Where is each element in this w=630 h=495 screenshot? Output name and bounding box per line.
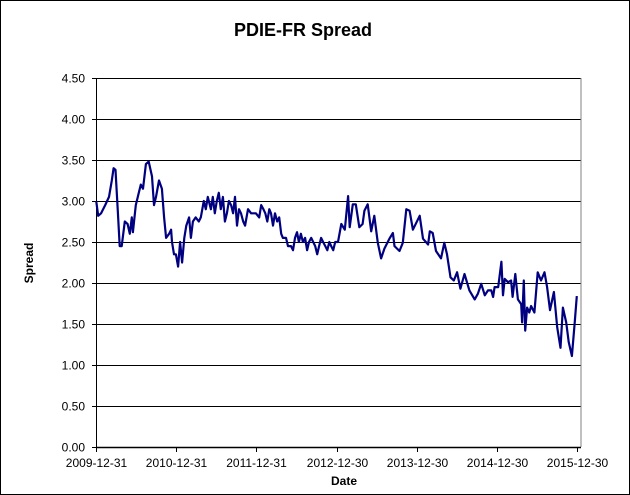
chart-title: PDIE-FR Spread xyxy=(234,20,372,40)
series-line xyxy=(95,160,578,358)
y-tick-label: 4.50 xyxy=(62,72,86,86)
x-tick-label: 2011-12-31 xyxy=(226,456,287,470)
y-axis-label: Spread xyxy=(22,243,36,284)
y-tick-label: 2.50 xyxy=(62,236,86,250)
x-tick-label: 2015-12-30 xyxy=(547,456,609,470)
x-tick-label: 2012-12-30 xyxy=(307,456,369,470)
y-tick-label: 1.00 xyxy=(62,359,86,373)
x-axis-label: Date xyxy=(331,474,357,488)
axes xyxy=(92,78,582,452)
y-tick-label: 0.50 xyxy=(62,400,86,414)
tick-labels: 0.00 0.50 1.00 1.50 2.00 2.50 3.00 3.50 4.00 4.50… xyxy=(62,72,609,471)
series-group xyxy=(95,160,578,358)
y-tick-label: 4.00 xyxy=(62,113,86,127)
x-tick-label: 2009-12-31 xyxy=(66,456,128,470)
y-tick-label: 1.50 xyxy=(62,318,86,332)
y-tick-label: 0.00 xyxy=(62,441,86,455)
y-tick-label: 2.00 xyxy=(62,277,86,291)
y-tick-label: 3.00 xyxy=(62,195,86,209)
x-tick-label: 2013-12-30 xyxy=(387,456,449,470)
x-tick-label: 2010-12-31 xyxy=(146,456,208,470)
x-tick-label: 2014-12-30 xyxy=(467,456,529,470)
y-tick-label: 3.50 xyxy=(62,154,86,168)
